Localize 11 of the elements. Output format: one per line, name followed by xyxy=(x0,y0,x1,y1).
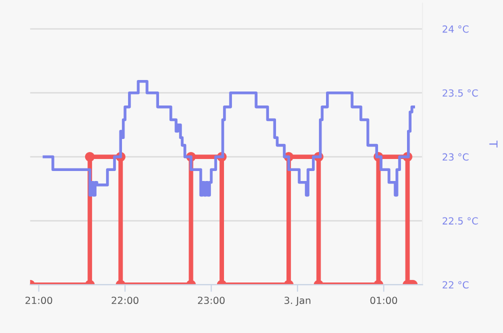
y-tick-label: 23 °C xyxy=(442,153,469,161)
x-tick-label: 21:00 xyxy=(26,296,52,304)
y-tick-label: 22.5 °C xyxy=(442,217,478,225)
x-tick-label: 3. Jan xyxy=(284,296,310,306)
y-tick-label: 23.5 °C xyxy=(442,89,478,97)
y-tick-label: 24 °C xyxy=(442,25,469,33)
x-tick-label: 01:00 xyxy=(370,296,398,304)
y-axis-title: T xyxy=(489,140,498,148)
x-tick-label: 23:00 xyxy=(198,296,225,304)
y-tick-label: 22 °C xyxy=(442,281,469,289)
x-tick-label: 22:00 xyxy=(112,296,138,304)
